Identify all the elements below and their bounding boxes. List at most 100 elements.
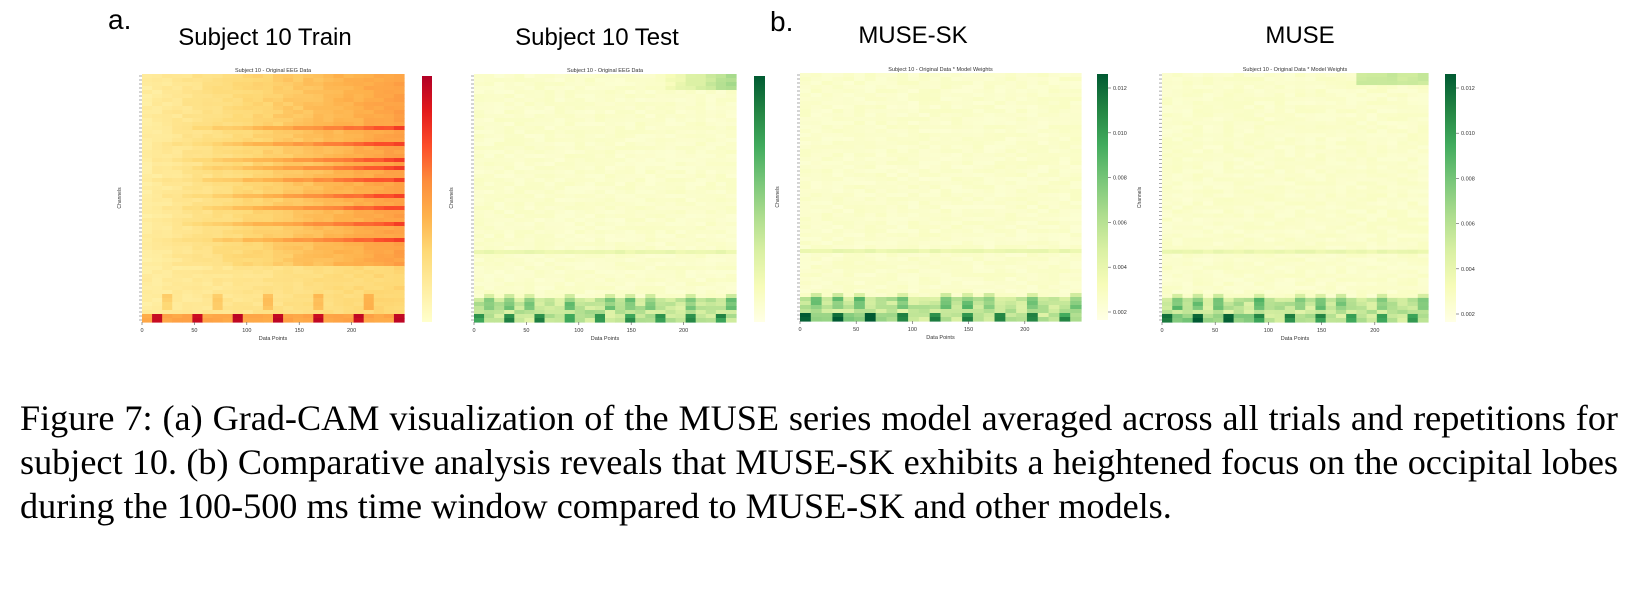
heatmap-cell <box>262 154 274 159</box>
heatmap-cell <box>972 189 985 194</box>
heatmap-cell <box>675 138 687 143</box>
heatmap-cell <box>242 154 254 159</box>
heatmap-cell <box>983 85 996 90</box>
heatmap-cell <box>192 90 204 95</box>
heatmap-cell <box>504 214 515 219</box>
heatmap-cell <box>273 142 284 147</box>
heatmap-cell <box>810 153 823 158</box>
heatmap-cell <box>635 114 646 119</box>
heatmap-cell <box>574 258 586 263</box>
heatmap-cell <box>484 198 495 203</box>
heatmap-cell <box>353 90 365 95</box>
heatmap-cell <box>875 105 888 110</box>
heatmap-cell <box>373 166 385 171</box>
heatmap-cell <box>313 258 324 263</box>
heatmap-cell <box>705 290 717 295</box>
heatmap-cell <box>313 286 324 291</box>
heatmap-cell <box>584 210 596 215</box>
heatmap-cell <box>645 102 656 107</box>
heatmap-cell <box>705 214 717 219</box>
heatmap-cell <box>725 142 737 147</box>
heatmap-cell <box>343 174 355 179</box>
heatmap-cell <box>504 90 515 95</box>
heatmap-cell <box>810 97 823 102</box>
heatmap-cell <box>929 105 942 110</box>
heatmap-cell <box>615 198 626 203</box>
heatmap-cell <box>373 218 385 223</box>
heatmap-cell <box>494 94 505 99</box>
heatmap-cell <box>725 178 737 183</box>
heatmap-cell <box>625 270 636 275</box>
heatmap-cell <box>273 170 284 175</box>
heatmap-cell <box>484 222 495 227</box>
heatmap-cell <box>182 186 193 191</box>
heatmap-cell <box>994 257 1006 262</box>
heatmap-cell <box>554 242 566 247</box>
heatmap-cell <box>504 230 515 235</box>
heatmap-cell <box>303 162 314 167</box>
heatmap-cell <box>554 198 566 203</box>
heatmap-cell <box>715 194 727 199</box>
heatmap-cell <box>705 270 717 275</box>
heatmap-cell <box>810 121 823 126</box>
heatmap-cell <box>152 158 163 163</box>
heatmap-cell <box>504 234 515 239</box>
heatmap-cell <box>908 233 920 238</box>
heatmap-cell <box>273 294 284 299</box>
heatmap-cell <box>918 109 931 114</box>
heatmap-cell <box>323 274 335 279</box>
heatmap-cell <box>810 181 823 186</box>
heatmap-cell <box>273 174 284 179</box>
heatmap-cell <box>645 290 656 295</box>
heatmap-cell <box>810 77 823 82</box>
heatmap-cell <box>343 82 355 87</box>
heatmap-cell <box>994 213 1006 218</box>
heatmap-cell <box>897 117 909 122</box>
heatmap-cell <box>162 218 173 223</box>
heatmap-cell <box>875 185 888 190</box>
heatmap-cell <box>918 189 931 194</box>
heatmap-cell <box>343 138 355 143</box>
heatmap-cell <box>262 82 274 87</box>
heatmap-cell <box>554 154 566 159</box>
heatmap-cell <box>951 117 963 122</box>
heatmap-cell <box>675 174 687 179</box>
heatmap-cell <box>514 142 525 147</box>
heatmap-cell <box>918 149 931 154</box>
heatmap-cell <box>232 298 244 303</box>
heatmap-cell <box>273 154 284 159</box>
heatmap-cell <box>393 290 405 295</box>
heatmap-cell <box>800 313 812 318</box>
heatmap-cell <box>695 226 707 231</box>
heatmap-cell <box>584 306 596 311</box>
heatmap-cell <box>353 94 365 99</box>
heatmap-cell <box>635 254 646 259</box>
heatmap-cell <box>373 222 385 227</box>
heatmap-cell <box>333 282 345 287</box>
heatmap-cell <box>962 197 974 202</box>
heatmap-cell <box>252 118 264 123</box>
heatmap-cell <box>625 122 636 127</box>
heatmap-cell <box>685 82 697 87</box>
heatmap-cell <box>929 305 942 310</box>
heatmap-cell <box>875 305 888 310</box>
heatmap-cell <box>908 217 920 222</box>
heatmap-cell <box>594 166 606 171</box>
heatmap-cell <box>1037 265 1050 270</box>
heatmap-cell <box>242 206 254 211</box>
heatmap-cell <box>615 94 626 99</box>
heatmap-cell <box>574 130 586 135</box>
heatmap-cell <box>162 282 173 287</box>
heatmap-cell <box>1059 297 1071 302</box>
heatmap-cell <box>625 158 636 163</box>
heatmap-cell <box>897 149 909 154</box>
heatmap-cell <box>554 294 566 299</box>
heatmap-cell <box>393 114 405 119</box>
heatmap-cell <box>897 233 909 238</box>
heatmap-cell <box>202 122 214 127</box>
x-tick-label: 0 <box>472 328 475 334</box>
heatmap-cell <box>232 306 244 311</box>
heatmap-cell <box>534 238 546 243</box>
heatmap-cell <box>800 133 812 138</box>
heatmap-cell <box>273 74 284 79</box>
